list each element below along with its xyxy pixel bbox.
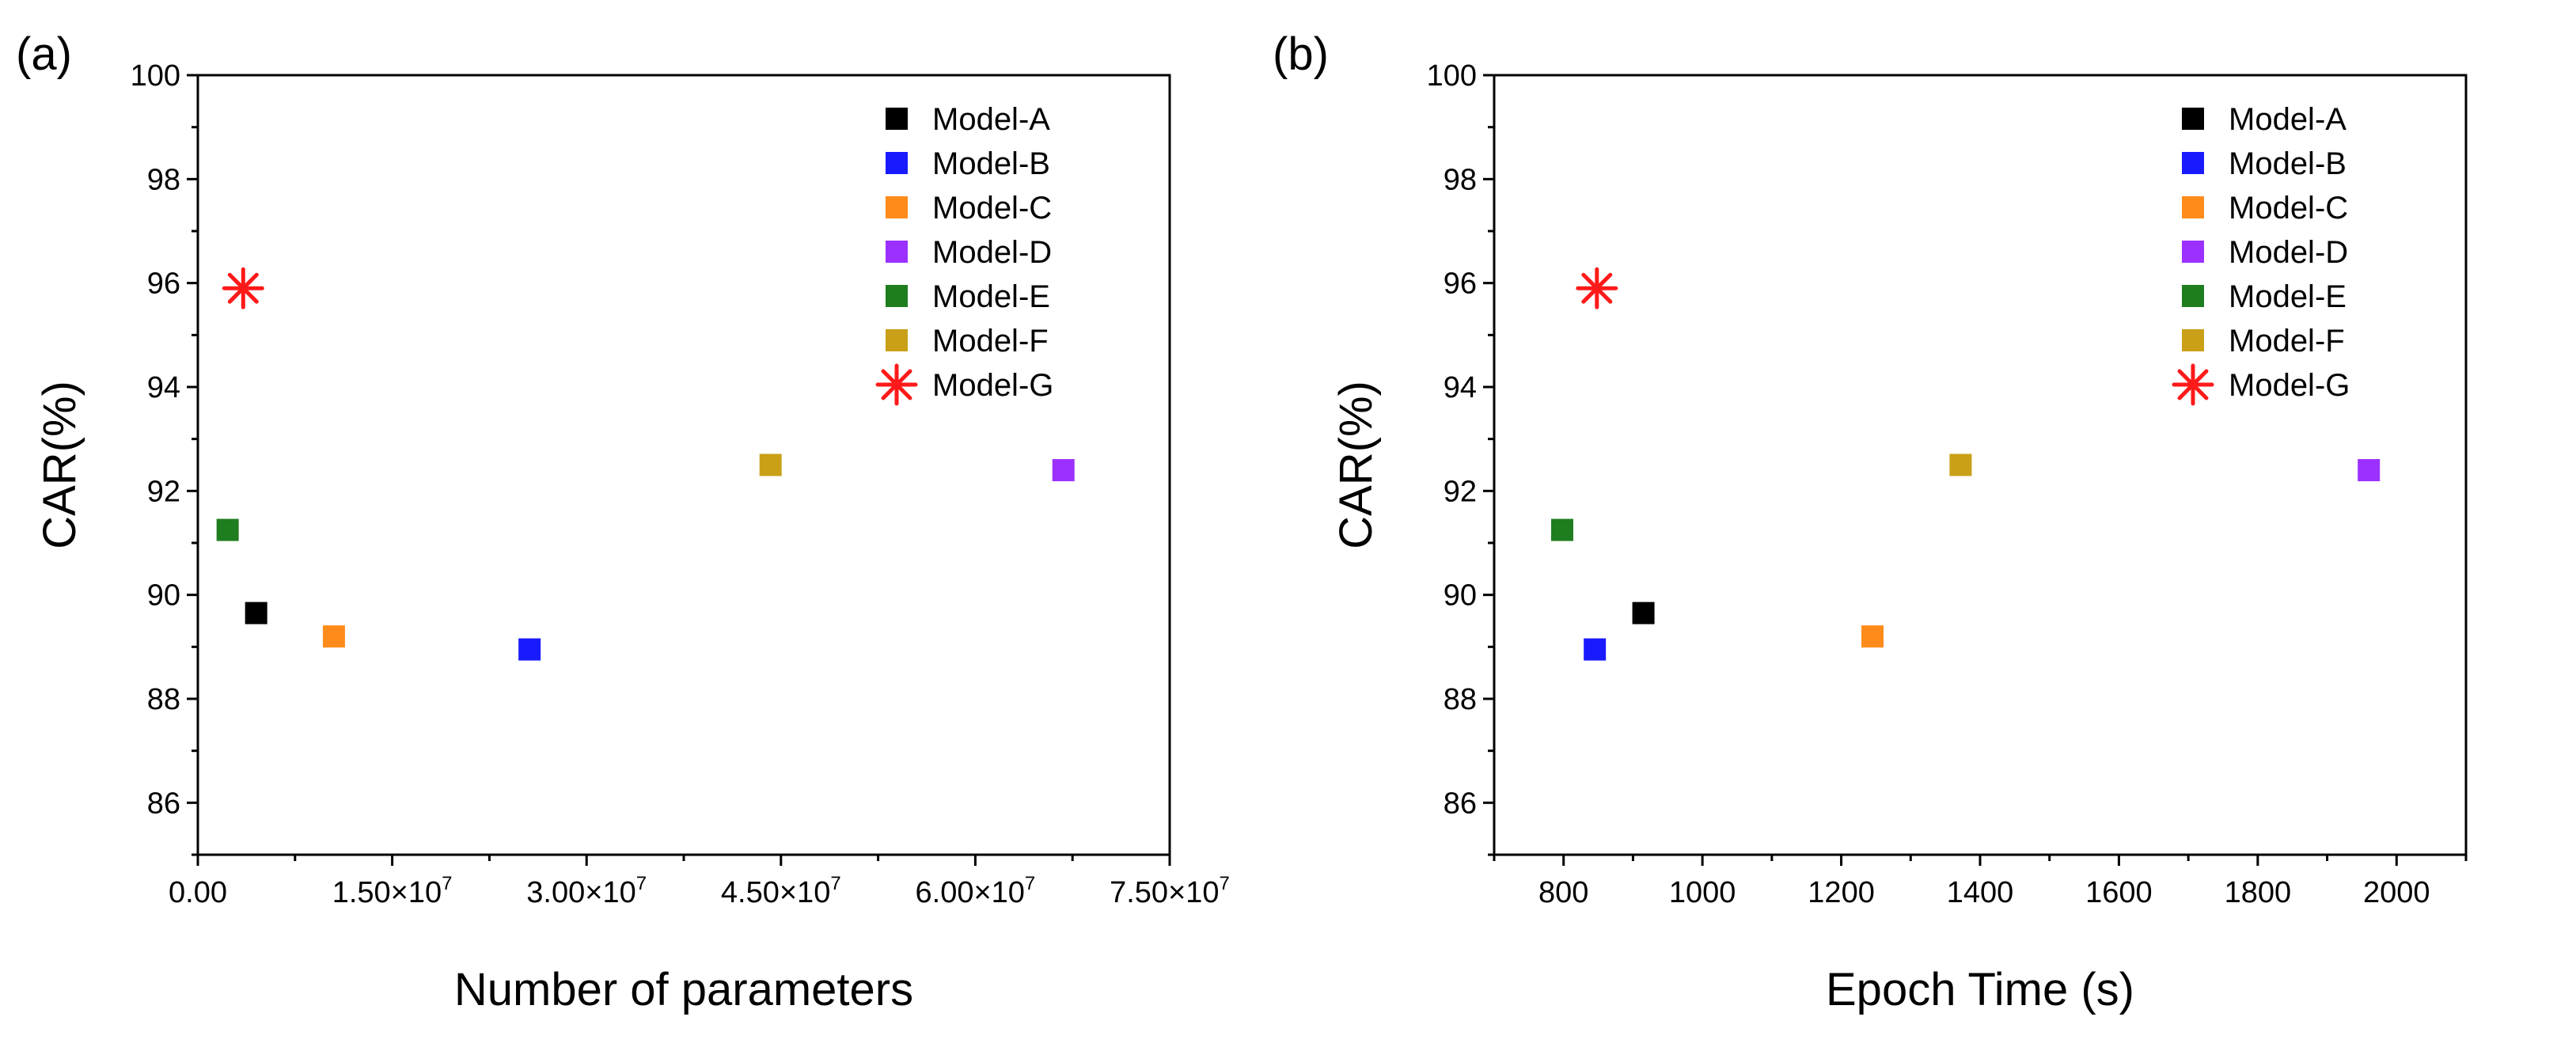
y-tick-label: 92 <box>147 475 180 508</box>
legend-marker-model-f <box>2182 329 2204 351</box>
y-tick-label: 86 <box>147 787 180 820</box>
panel-label: (a) <box>16 28 72 80</box>
data-point-model-b <box>1584 638 1607 661</box>
legend-marker-model-d <box>886 241 908 263</box>
legend-label: Model-C <box>2229 191 2348 226</box>
legend-label: Model-E <box>932 279 1050 314</box>
x-tick-label: 1200 <box>1808 876 1875 909</box>
data-point-model-b <box>518 638 541 661</box>
x-tick-label: 1.50×107 <box>332 873 453 909</box>
y-tick-label: 94 <box>1444 371 1477 404</box>
legend-label: Model-E <box>2229 279 2346 314</box>
legend-marker-model-e <box>886 285 908 307</box>
legend-label: Model-F <box>2229 324 2345 359</box>
x-tick-label: 4.50×107 <box>721 873 841 909</box>
legend-marker-model-b <box>886 152 908 174</box>
legend-label: Model-F <box>932 324 1049 359</box>
data-point-model-a <box>1632 601 1655 624</box>
x-tick-label: 1800 <box>2225 876 2292 909</box>
y-tick-label: 98 <box>1444 163 1477 196</box>
data-point-model-f <box>759 453 782 476</box>
legend-label: Model-B <box>932 146 1050 181</box>
y-tick-label: 92 <box>1444 475 1477 508</box>
legend-label: Model-B <box>2229 146 2346 181</box>
data-point-model-c <box>1861 625 1884 648</box>
panel-label: (b) <box>1273 28 1329 80</box>
legend-label: Model-G <box>932 368 1053 403</box>
legend-label: Model-A <box>2229 102 2346 137</box>
y-tick-label: 98 <box>147 163 180 196</box>
data-point-model-d <box>1052 459 1075 482</box>
y-tick-label: 88 <box>147 683 180 716</box>
legend-marker-model-a <box>886 108 908 130</box>
x-tick-label: 2000 <box>2363 876 2430 909</box>
y-axis-title: CAR(%) <box>34 381 85 549</box>
data-point-model-e <box>216 518 239 541</box>
legend: Model-A Model-B Model-C Model-D Model-E Model… <box>2172 102 2350 406</box>
y-tick-label: 88 <box>1444 683 1477 716</box>
y-tick-label: 96 <box>1444 267 1477 301</box>
y-tick-label: 90 <box>1444 579 1477 613</box>
legend-label: Model-A <box>932 102 1050 137</box>
x-tick-label: 6.00×107 <box>916 873 1036 909</box>
chart-panel-a: 86 88 90 92 94 96 98 100 0.00 1.50×107 3.00×107 4.5… <box>16 28 1230 1015</box>
legend-marker-model-a <box>2182 108 2204 130</box>
x-tick-label: 7.50×107 <box>1110 873 1230 909</box>
legend-label: Model-G <box>2229 368 2350 403</box>
x-tick-label: 0.00 <box>169 876 227 909</box>
data-point-model-g <box>222 267 264 309</box>
legend-marker-model-b <box>2182 152 2204 174</box>
legend-marker-model-g <box>875 363 918 406</box>
y-tick-label: 86 <box>1444 787 1477 820</box>
legend-marker-model-d <box>2182 241 2204 263</box>
chart-panel-b: 86 88 90 92 94 96 98 100 800 1000 1200 1400 1600 1800… <box>1273 28 2468 1015</box>
legend-marker-model-g <box>2172 363 2214 406</box>
legend-marker-model-f <box>886 329 908 351</box>
data-point-model-g <box>1576 267 1618 309</box>
data-point-model-c <box>322 625 345 648</box>
y-tick-label: 90 <box>147 579 180 613</box>
data-point-model-f <box>1949 453 1972 476</box>
x-axis-title: Epoch Time (s) <box>1826 964 2134 1015</box>
x-tick-label: 1400 <box>1947 876 2014 909</box>
data-point-model-e <box>1550 518 1573 541</box>
y-tick-label: 100 <box>1427 59 1477 93</box>
data-point-model-a <box>245 601 267 624</box>
legend-label: Model-C <box>932 191 1052 226</box>
x-tick-label: 1000 <box>1669 876 1736 909</box>
x-tick-label: 3.00×107 <box>526 873 647 909</box>
legend-marker-model-c <box>886 196 908 218</box>
y-tick-label: 100 <box>131 59 180 93</box>
legend-label: Model-D <box>2229 235 2348 270</box>
y-tick-label: 96 <box>147 267 180 301</box>
data-point-model-d <box>2358 459 2381 482</box>
legend-marker-model-e <box>2182 285 2204 307</box>
legend-label: Model-D <box>932 235 1052 270</box>
y-tick-label: 94 <box>147 371 180 404</box>
x-tick-label: 800 <box>1538 876 1588 909</box>
x-tick-label: 1600 <box>2085 876 2153 909</box>
legend: Model-A Model-B Model-C Model-D Model-E Model… <box>875 102 1053 406</box>
legend-marker-model-c <box>2182 196 2204 218</box>
x-axis-title: Number of parameters <box>454 964 913 1015</box>
y-axis-title: CAR(%) <box>1330 381 1382 549</box>
